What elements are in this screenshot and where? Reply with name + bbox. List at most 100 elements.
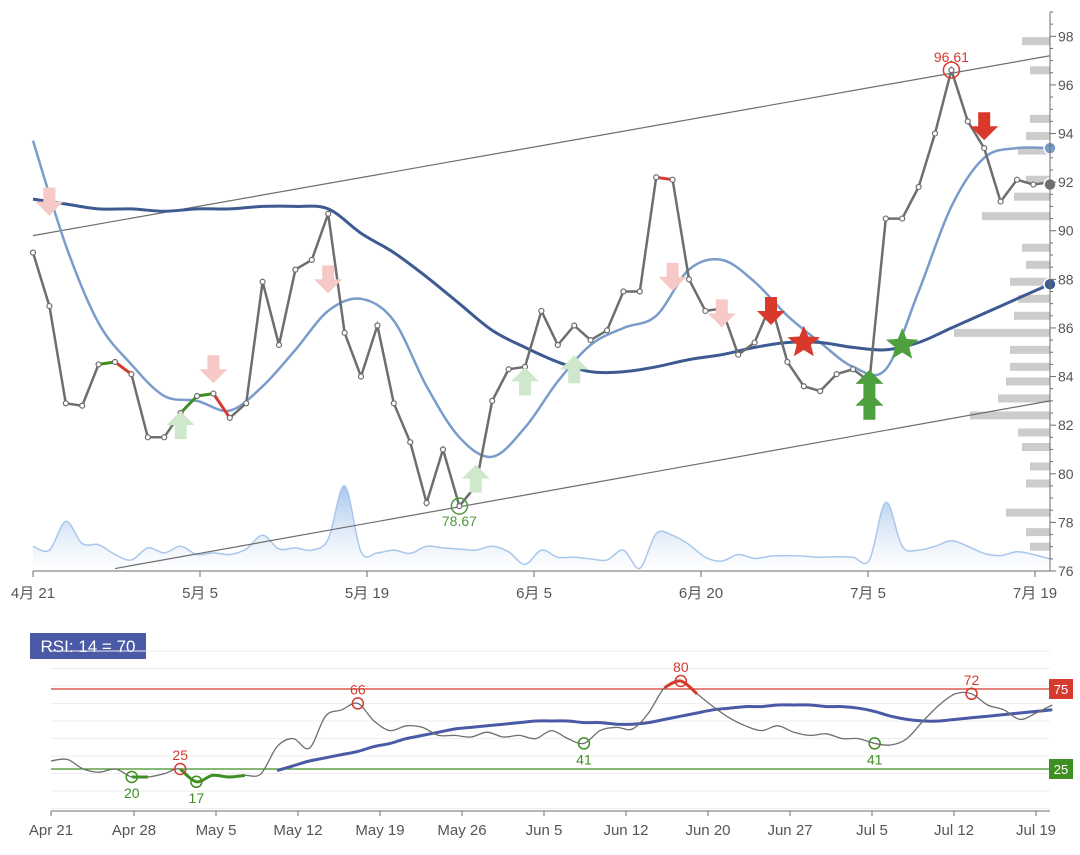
price-point xyxy=(407,439,414,446)
volume-profile-bar xyxy=(1010,345,1050,354)
price-point xyxy=(603,327,611,334)
rsi-chart: RSI: 14 = 70 25 66 80 72 20 17 41 41 75 25 Apr 21 A… xyxy=(29,633,1073,839)
volume-profile-bar xyxy=(1018,428,1050,437)
low-value-label: 78.67 xyxy=(442,513,477,529)
volume-profile-bar xyxy=(1026,131,1050,140)
y-tick-label: 78 xyxy=(1058,514,1074,530)
sell-arrow-marker xyxy=(757,296,785,325)
y-tick-label: 94 xyxy=(1058,126,1074,142)
price-point xyxy=(29,249,37,256)
volume-profile-bar xyxy=(954,328,1050,337)
signal-star-marker xyxy=(886,328,919,359)
price-point xyxy=(456,503,463,510)
volume-profile-bar xyxy=(1030,462,1050,471)
y-tick-label: 98 xyxy=(1058,28,1074,44)
rsi-overbought-segment xyxy=(664,679,698,695)
price-point xyxy=(997,198,1004,205)
price-point xyxy=(111,358,119,366)
price-point xyxy=(882,215,889,222)
price-point xyxy=(308,256,315,264)
rsi-low-label: 17 xyxy=(189,790,205,806)
y-tick-label: 80 xyxy=(1058,466,1074,482)
price-point xyxy=(226,414,233,421)
price-point xyxy=(948,66,955,74)
volume-profile-bar xyxy=(1022,443,1050,452)
trend-channel-line xyxy=(114,400,1051,570)
price-point xyxy=(243,400,250,407)
volume-area xyxy=(33,485,1050,571)
volume-profile-bar xyxy=(1010,362,1050,371)
rsi-x-tick-label: May 5 xyxy=(196,822,237,839)
rsi-badge: RSI: 14 = 70 xyxy=(30,633,146,659)
price-point xyxy=(587,337,594,344)
rsi-x-tick-label: Apr 21 xyxy=(29,822,73,839)
price-point xyxy=(62,400,69,407)
high-marker-ring xyxy=(942,61,961,79)
price-point xyxy=(554,341,561,349)
price-point xyxy=(292,266,299,273)
rsi-high-marker xyxy=(351,697,365,710)
rsi-upper-badge-label: 75 xyxy=(1054,682,1068,697)
rsi-x-tick-label: Apr 28 xyxy=(112,822,156,839)
price-point xyxy=(571,322,578,329)
sell-arrow-marker xyxy=(707,299,736,328)
price-point xyxy=(636,288,643,295)
price-point xyxy=(751,339,758,346)
high-value-label: 96.61 xyxy=(934,49,969,65)
price-point xyxy=(95,361,102,368)
price-point xyxy=(1030,181,1037,188)
volume-profile-bar xyxy=(1006,377,1050,386)
x-tick-label: 6月 5 xyxy=(516,585,552,602)
low-marker-ring xyxy=(450,497,469,515)
rsi-x-tick-label: May 26 xyxy=(437,822,486,839)
rsi-x-tick-label: Jun 12 xyxy=(603,822,648,839)
falling-segment xyxy=(114,360,133,376)
sell-arrow-marker xyxy=(658,262,687,291)
price-point xyxy=(981,145,988,152)
price-point xyxy=(439,446,447,453)
rsi-high-marker xyxy=(173,762,187,776)
price-point xyxy=(669,176,676,183)
volume-profile-bar xyxy=(970,411,1050,420)
volume-profile-bar xyxy=(998,394,1050,403)
sell-arrow-marker xyxy=(314,265,343,294)
x-tick-label: 5月 5 xyxy=(182,585,218,602)
rsi-x-tick-label: May 12 xyxy=(273,822,322,839)
y-tick-label: 86 xyxy=(1058,320,1074,336)
rsi-upper-badge xyxy=(1049,679,1073,699)
price-point xyxy=(735,351,742,358)
price-point xyxy=(1013,176,1021,183)
rsi-x-tick-label: Jun 27 xyxy=(767,822,812,839)
price-chart: 96.61 78.67 76 78 80 82 84 86 88 90 92 94 96 98 4月 21 5… xyxy=(11,11,1074,602)
rsi-line xyxy=(50,680,1053,783)
buy-arrow-marker xyxy=(511,367,539,396)
rsi-low-marker xyxy=(190,775,203,789)
rsi-x-tick-label: Jul 5 xyxy=(856,822,888,839)
volume-profile-bar xyxy=(1010,277,1050,286)
rsi-lower-badge xyxy=(1049,759,1073,779)
rsi-oversold-segment xyxy=(179,767,245,784)
volume-profile-bar xyxy=(1030,114,1050,123)
y-tick-label: 84 xyxy=(1058,369,1074,385)
rsi-low-marker xyxy=(868,737,881,750)
price-point xyxy=(964,118,971,125)
price-point xyxy=(538,307,545,315)
volume-profile-bar xyxy=(1018,146,1050,155)
buy-arrow-marker xyxy=(560,355,589,384)
price-point xyxy=(128,371,135,378)
x-tick-label: 6月 20 xyxy=(679,585,723,602)
price-point xyxy=(702,307,709,315)
price-point xyxy=(79,402,86,409)
volume-profile-bar xyxy=(1022,243,1050,252)
rsi-low-marker xyxy=(577,737,591,750)
volume-outline xyxy=(32,485,1050,570)
rsi-low-marker xyxy=(125,770,138,784)
sell-arrow-marker xyxy=(35,187,64,216)
price-point xyxy=(833,371,840,378)
rsi-x-tick-label: Jun 20 xyxy=(685,822,730,839)
rsi-high-label: 72 xyxy=(964,672,980,688)
volume-profile-bar xyxy=(1014,311,1050,320)
price-point xyxy=(505,366,512,373)
price-point xyxy=(849,366,857,373)
volume-profile-bar xyxy=(1030,542,1050,551)
